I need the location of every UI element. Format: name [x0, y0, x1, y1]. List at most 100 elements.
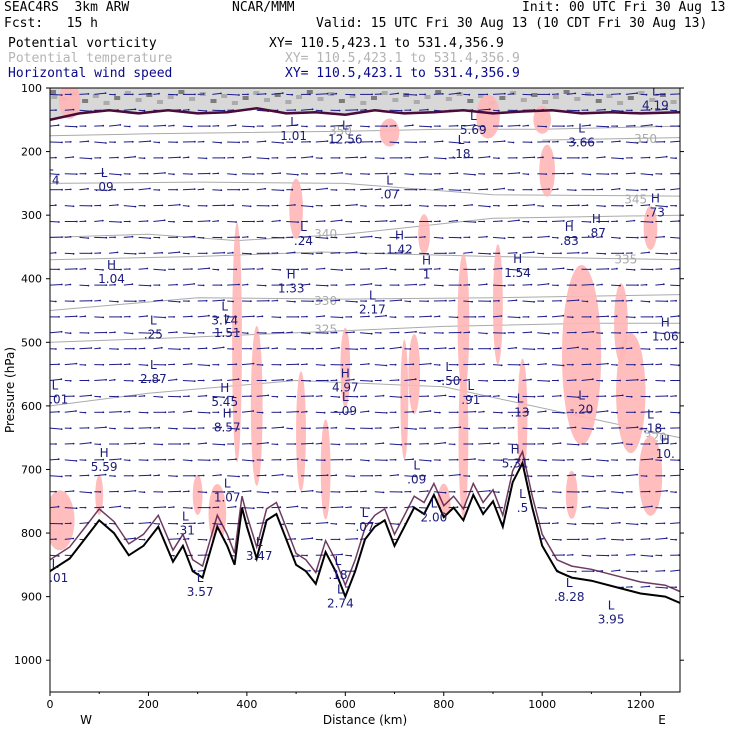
- wind-vector: [670, 474, 680, 477]
- wind-vector: [212, 346, 224, 350]
- wind-vector-head: [633, 269, 636, 271]
- wind-vector-head: [163, 219, 166, 222]
- wind-vector-head: [633, 363, 636, 366]
- wind-vector-head: [105, 378, 107, 381]
- wind-vector: [463, 204, 473, 207]
- wind-vector: [360, 507, 369, 509]
- wind-vector-head: [489, 347, 492, 350]
- wind-vector-head: [58, 363, 60, 366]
- wind-vector-head: [542, 300, 545, 302]
- wind-vector: [168, 125, 174, 127]
- extremum-marker: L: [578, 122, 585, 136]
- wind-vector: [492, 284, 505, 287]
- wind-vector-head: [164, 269, 166, 271]
- wind-vector-head: [104, 473, 107, 476]
- wind-vector-head: [247, 93, 249, 96]
- wind-vector-head: [515, 346, 518, 349]
- wind-vector-head: [527, 363, 530, 366]
- wind-vector-head: [158, 284, 161, 286]
- wind-vector: [625, 92, 638, 95]
- wind-vector-head: [533, 301, 535, 303]
- wind-vector-head: [279, 363, 282, 366]
- extremum-marker: L: [221, 300, 228, 314]
- wind-vector-head: [560, 252, 562, 255]
- wind-vector-head: [105, 331, 108, 334]
- extremum-marker: L: [101, 166, 108, 180]
- wind-vector: [596, 459, 608, 462]
- wind-vector-head: [54, 300, 57, 303]
- wind-vector: [300, 490, 313, 493]
- wind-vector-head: [400, 299, 403, 301]
- wind-vector-head: [504, 426, 506, 429]
- wind-vector-head: [208, 506, 211, 509]
- pv-fill-region: [320, 419, 331, 520]
- wind-vector-head: [468, 141, 471, 144]
- wind-vector: [581, 554, 591, 557]
- wind-vector-head: [146, 220, 149, 222]
- wind-vector: [448, 220, 458, 222]
- wind-vector-head: [385, 267, 388, 270]
- wind-vector: [123, 459, 130, 461]
- wind-vector-head: [545, 507, 547, 509]
- wind-vector-head: [264, 284, 267, 287]
- pv-band-texture: [403, 93, 410, 97]
- wind-vector-head: [355, 251, 358, 254]
- wind-vector-head: [179, 395, 182, 398]
- wind-vector-head: [630, 204, 633, 207]
- wind-vector-head: [341, 506, 344, 508]
- wind-vector-head: [84, 315, 87, 318]
- wind-vector-head: [385, 506, 388, 509]
- wind-vector-head: [335, 426, 338, 429]
- wind-vector-head: [409, 443, 412, 445]
- wind-vector: [463, 300, 473, 303]
- pv-band-texture: [520, 98, 527, 102]
- wind-vector: [138, 188, 150, 191]
- wind-vector-head: [247, 474, 249, 477]
- wind-vector-head: [368, 315, 370, 318]
- wind-vector: [566, 395, 579, 398]
- init-time: Init: 00 UTC Fri 30 Aug 13: [522, 0, 726, 15]
- wind-vector-head: [563, 125, 565, 127]
- wind-vector-head: [486, 235, 488, 238]
- wind-vector: [153, 141, 160, 143]
- pv-band-texture: [103, 101, 110, 105]
- wind-vector: [168, 475, 178, 477]
- wind-vector-head: [619, 427, 621, 429]
- wind-vector: [551, 315, 564, 318]
- extremum-marker: L: [578, 389, 585, 403]
- extremum-value: .18: [328, 568, 347, 582]
- wind-vector-head: [666, 489, 668, 492]
- wind-vector-head: [282, 236, 285, 239]
- wind-vector: [138, 93, 151, 95]
- wind-vector-head: [441, 284, 444, 287]
- wind-vector-head: [294, 395, 297, 398]
- wind-vector: [611, 268, 617, 270]
- wind-vector-head: [90, 299, 93, 302]
- x-tick-label: 800: [433, 698, 454, 711]
- wind-vector-head: [69, 93, 72, 96]
- wind-vector: [286, 173, 298, 176]
- wind-vector-head: [412, 410, 415, 413]
- wind-vector-head: [114, 141, 116, 144]
- wind-vector-head: [326, 92, 329, 95]
- wind-vector-head: [194, 93, 196, 96]
- wind-vector-head: [326, 187, 328, 190]
- wind-vector-head: [72, 252, 75, 255]
- wind-vector-head: [557, 93, 559, 95]
- extremum-marker: H: [341, 366, 350, 380]
- wind-vector-head: [58, 316, 60, 318]
- wind-vector-head: [297, 410, 299, 413]
- wind-vector-head: [622, 157, 624, 160]
- pv-band-texture: [595, 99, 602, 103]
- wind-vector-head: [232, 395, 235, 398]
- wind-vector-head: [607, 315, 609, 318]
- wind-vector-head: [577, 109, 580, 112]
- wind-vector-head: [545, 363, 547, 365]
- wind-vector-head: [474, 221, 477, 224]
- wind-vector-head: [364, 156, 367, 159]
- wind-vector: [537, 315, 547, 318]
- wind-vector: [507, 219, 520, 222]
- wind-vector: [168, 251, 180, 254]
- extremum-marker: L: [52, 557, 59, 571]
- wind-vector: [182, 507, 192, 509]
